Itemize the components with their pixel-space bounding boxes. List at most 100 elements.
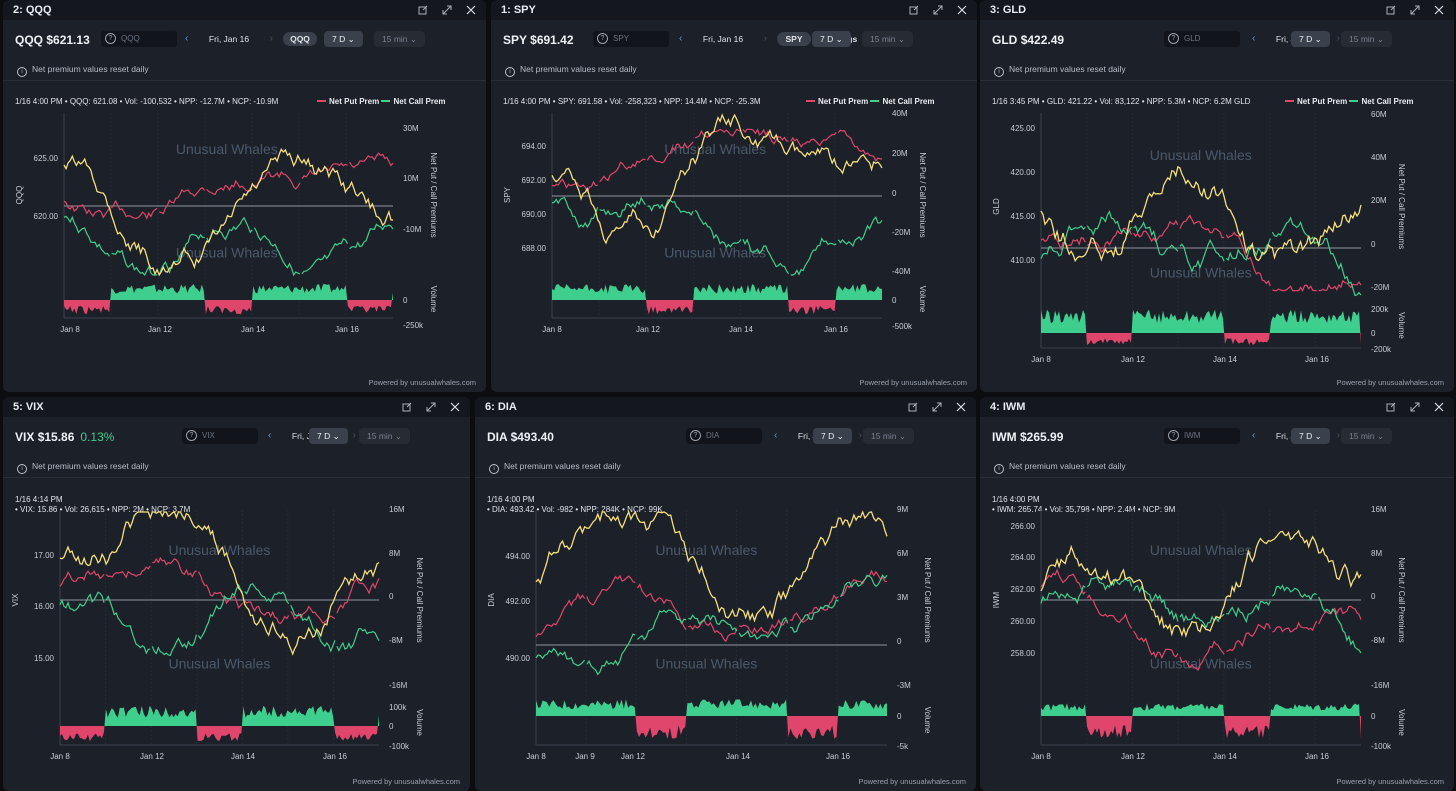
tab-ticker[interactable]: QQQ xyxy=(283,32,317,46)
crosshair-readout: 1/16 4:00 PM xyxy=(992,495,1040,504)
volume-axis-label: Volume xyxy=(1397,312,1406,339)
close-icon[interactable] xyxy=(464,2,478,18)
interval-value: 15 min xyxy=(1349,34,1375,44)
right-axis-tick: 60M xyxy=(1371,110,1387,119)
info-icon: i xyxy=(489,464,499,474)
left-axis-tick: 425.00 xyxy=(1011,124,1036,133)
chevron-right-icon[interactable]: › xyxy=(352,430,356,441)
edit-icon[interactable] xyxy=(906,399,920,415)
close-icon[interactable] xyxy=(448,399,462,415)
x-axis-tick: Jan 12 xyxy=(1121,355,1146,364)
range-select[interactable]: 7 D ⌄ xyxy=(813,428,852,444)
range-value: 7 D xyxy=(317,431,331,441)
search-placeholder: QQQ xyxy=(121,34,140,43)
ticker-symbol: DIA xyxy=(487,430,508,444)
ticker-price-value: $691.42 xyxy=(530,33,574,47)
panel-titlebar: 4: IWM xyxy=(980,397,1454,417)
chevron-right-icon[interactable]: › xyxy=(763,33,767,44)
expand-icon[interactable] xyxy=(1408,399,1422,415)
net-put-premium-line xyxy=(551,128,883,194)
panel-title: 1: SPY xyxy=(501,4,536,16)
expand-icon[interactable] xyxy=(424,399,438,415)
ticker-price-value: $422.49 xyxy=(1020,33,1065,47)
right-axis-tick: -8M xyxy=(1371,636,1385,645)
chevron-left-icon[interactable]: ‹ xyxy=(774,430,778,441)
edit-icon[interactable] xyxy=(1384,2,1398,18)
right-axis-label: Net Put / Call Premiums xyxy=(923,557,932,642)
crosshair-info-values: • DIA: 493.42 • Vol: -982 • NPP: 284K • … xyxy=(487,505,663,514)
right-axis-tick: -40M xyxy=(892,267,911,276)
edit-icon[interactable] xyxy=(400,399,414,415)
expand-icon[interactable] xyxy=(931,2,945,18)
volume-positive-area xyxy=(1041,309,1361,333)
right-axis-tick: 0 xyxy=(1371,592,1376,601)
ticker-search-input[interactable]: ? GLD xyxy=(1164,31,1240,47)
interval-select[interactable]: 15 min ⌄ xyxy=(359,428,410,444)
legend-put: Net Put Prem xyxy=(1297,97,1348,106)
right-axis-label: Net Put / Call Premiums xyxy=(1397,164,1406,249)
x-axis-tick: Jan 12 xyxy=(1121,752,1146,761)
x-axis-tick: Jan 8 xyxy=(1031,752,1051,761)
x-axis-tick: Jan 16 xyxy=(1305,355,1330,364)
price-premium-chart[interactable]: Unusual Whales Unusual Whales 494.00 492.00… xyxy=(475,397,976,791)
right-axis-tick: 20M xyxy=(892,149,908,158)
chevron-right-icon[interactable]: › xyxy=(269,33,273,44)
chevron-left-icon[interactable]: ‹ xyxy=(268,430,272,441)
expand-icon[interactable] xyxy=(440,2,454,18)
left-axis-label: GLD xyxy=(992,198,1001,215)
chevron-right-icon[interactable]: › xyxy=(1336,33,1340,44)
expand-icon[interactable] xyxy=(1408,2,1422,18)
ticker-search-input[interactable]: ? QQQ xyxy=(101,31,177,47)
ticker-search-input[interactable]: ? DIA xyxy=(686,428,762,444)
watermark-top: Unusual Whales xyxy=(1150,542,1252,558)
interval-select[interactable]: 15 min ⌄ xyxy=(374,31,425,47)
price-premium-chart[interactable]: Unusual Whales Unusual Whales 694.00 692.00… xyxy=(491,0,977,392)
range-select[interactable]: 7 D ⌄ xyxy=(324,31,363,47)
x-axis-tick: Jan 16 xyxy=(335,325,360,334)
range-select[interactable]: 7 D ⌄ xyxy=(1291,428,1330,444)
interval-select[interactable]: 15 min ⌄ xyxy=(1341,31,1392,47)
tab-ticker[interactable]: SPY xyxy=(777,32,811,46)
chevron-left-icon[interactable]: ‹ xyxy=(185,33,189,44)
close-icon[interactable] xyxy=(1432,399,1446,415)
price-premium-chart[interactable]: Unusual Whales Unusual Whales 425.00 420.00… xyxy=(980,0,1454,392)
info-icon: i xyxy=(17,67,27,77)
watermark-top: Unusual Whales xyxy=(168,542,270,558)
panel-title: 4: IWM xyxy=(990,401,1026,413)
date-picker[interactable]: ‹ Fri, Jan 16 › xyxy=(183,31,275,47)
range-select[interactable]: 7 D ⌄ xyxy=(812,31,851,47)
premium-note-text: Net premium values reset daily xyxy=(1009,461,1126,471)
price-premium-chart[interactable]: Unusual Whales Unusual Whales 625.00 620.00… xyxy=(3,0,486,392)
edit-icon[interactable] xyxy=(416,2,430,18)
ticker-symbol: GLD xyxy=(992,33,1018,47)
expand-icon[interactable] xyxy=(930,399,944,415)
range-select[interactable]: 7 D ⌄ xyxy=(309,428,348,444)
range-select[interactable]: 7 D ⌄ xyxy=(1291,31,1330,47)
ticker-search-input[interactable]: ? SPY xyxy=(593,31,669,47)
premium-note-text: Net premium values reset daily xyxy=(1009,64,1126,74)
net-call-premium-line xyxy=(1040,210,1362,297)
date-picker[interactable]: ‹ Fri, Jan 16 › xyxy=(677,31,769,47)
chevron-left-icon[interactable]: ‹ xyxy=(1252,33,1256,44)
chevron-left-icon[interactable]: ‹ xyxy=(1252,430,1256,441)
interval-select[interactable]: 15 min ⌄ xyxy=(862,31,913,47)
ticker-search-input[interactable]: ? IWM xyxy=(1164,428,1240,444)
chevron-right-icon[interactable]: › xyxy=(858,430,862,441)
close-icon[interactable] xyxy=(955,2,969,18)
panel-title: 3: GLD xyxy=(990,4,1027,16)
chevron-right-icon[interactable]: › xyxy=(1336,430,1340,441)
interval-select[interactable]: 15 min ⌄ xyxy=(1341,428,1392,444)
price-premium-chart[interactable]: Unusual Whales Unusual Whales 17.00 16.00 15… xyxy=(3,397,470,791)
x-axis-tick: Jan 12 xyxy=(148,325,173,334)
ticker-search-input[interactable]: ? VIX xyxy=(182,428,258,444)
date-label: Fri, Jan 16 xyxy=(702,34,744,44)
close-icon[interactable] xyxy=(1432,2,1446,18)
edit-icon[interactable] xyxy=(1384,399,1398,415)
legend-put-swatch xyxy=(317,100,326,102)
chevron-left-icon[interactable]: ‹ xyxy=(679,33,683,44)
volume-axis-tick: -250k xyxy=(403,321,424,330)
close-icon[interactable] xyxy=(954,399,968,415)
edit-icon[interactable] xyxy=(907,2,921,18)
interval-select[interactable]: 15 min ⌄ xyxy=(863,428,914,444)
